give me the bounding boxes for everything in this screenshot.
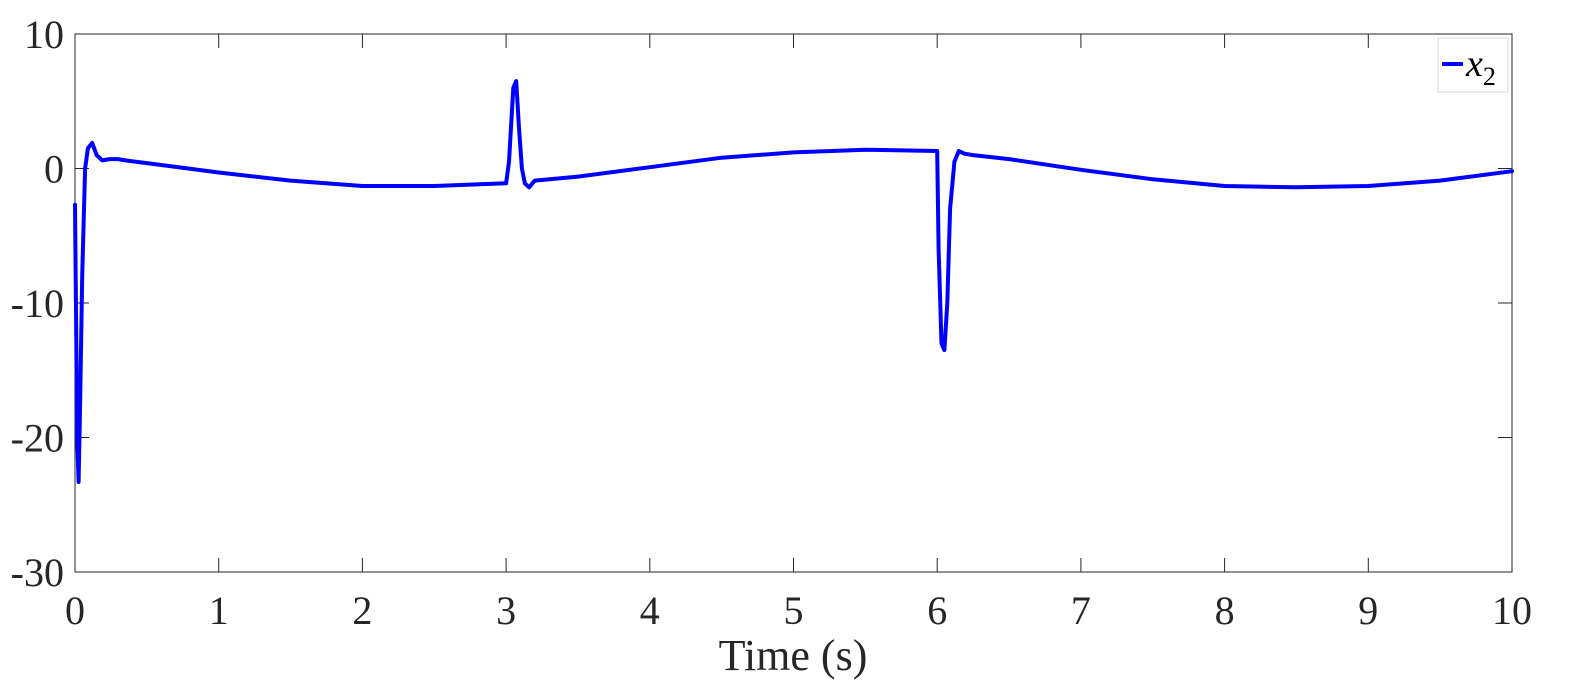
x-tick-label: 8	[1215, 588, 1235, 633]
y-tick-label: -30	[11, 550, 64, 595]
y-tick-label: -10	[11, 281, 64, 326]
x-tick-label: 0	[65, 588, 85, 633]
plot-area	[74, 33, 1513, 573]
x-tick-label: 4	[640, 588, 660, 633]
legend-symbol: x	[1465, 43, 1483, 85]
series	[73, 79, 1514, 484]
x-axis-label: Time (s)	[719, 631, 868, 680]
legend: x2	[1437, 37, 1509, 93]
x-tick-label: 1	[209, 588, 229, 633]
legend-subscript: 2	[1483, 62, 1496, 91]
x-tick-label: 2	[352, 588, 372, 633]
x-tick-label: 9	[1358, 588, 1378, 633]
series-line-x2	[73, 79, 1514, 484]
y-tick-label: 0	[44, 147, 64, 192]
x-tick-label: 7	[1071, 588, 1091, 633]
x-tick-label: 6	[927, 588, 947, 633]
x-tick-label: 5	[784, 588, 804, 633]
x-tick-label: 3	[496, 588, 516, 633]
y-tick-label: -20	[11, 416, 64, 461]
ticks: 0 1 2 3 4 5 6 7 8 9 10 10 0 -10 -20 -30	[11, 12, 1532, 633]
x-tick-label: 10	[1492, 588, 1532, 633]
y-tick-label: 10	[24, 12, 64, 57]
legend-label: x2	[1465, 43, 1496, 91]
